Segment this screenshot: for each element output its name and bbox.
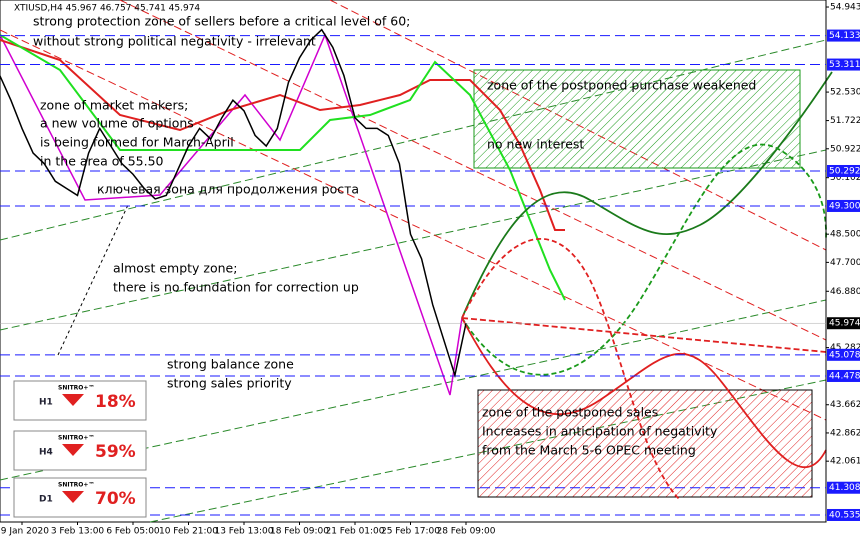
indicator-value: 18% — [95, 392, 136, 412]
annotation: without strong political negativity - ir… — [33, 34, 316, 49]
indicator-box: SNITRO+™ H1 18% — [13, 380, 147, 421]
tenkan — [0, 34, 566, 301]
annotation: there is no foundation for correction up — [113, 280, 359, 295]
indicator-arrow — [62, 491, 84, 503]
y-tick-label: 54.943 — [830, 3, 860, 13]
level-label-bg — [827, 164, 860, 177]
level-label: 50.292 — [829, 166, 860, 176]
forecast — [461, 71, 833, 501]
buy-zone — [473, 69, 801, 169]
level-label-bg — [827, 58, 860, 71]
level-label: 40.535 — [829, 510, 860, 520]
level-label-bg — [827, 481, 860, 494]
level-label-bg — [827, 508, 860, 521]
annotation: strong sales priority — [167, 376, 292, 391]
level-label: 45.078 — [829, 350, 860, 360]
indicator-name: SNITRO+™ — [58, 385, 94, 392]
indicator-frame — [13, 477, 147, 518]
indicator-timeframe: H4 — [39, 448, 53, 458]
level-label: 54.133 — [829, 31, 860, 41]
indicator-name: SNITRO+™ — [58, 482, 94, 489]
indicator-box: SNITRO+™ H4 59% — [13, 430, 147, 471]
y-tick-label: 43.662 — [830, 400, 860, 410]
x-tick-label: 29 Jan 2020 — [0, 527, 49, 537]
y-tick-label: 50.102 — [830, 173, 860, 183]
annotation: strong protection zone of sellers before… — [33, 14, 410, 29]
annotation: ключевая зона для продолжения роста — [97, 182, 359, 197]
indicator-value: 70% — [95, 489, 136, 509]
x-tick-label: 25 Feb 17:00 — [381, 527, 440, 537]
y-tick-label: 50.922 — [830, 144, 860, 154]
annotation: is being formed for March-April — [40, 135, 234, 150]
level-label: 53.311 — [829, 60, 860, 70]
indicator-timeframe: H1 — [39, 398, 53, 408]
level-label-bg — [827, 29, 860, 42]
level-label: 49.300 — [829, 201, 860, 211]
price-line — [0, 28, 467, 379]
annotation: in the area of 55.50 — [40, 154, 164, 169]
indicator-frame — [13, 380, 147, 421]
x-tick-label: 13 Feb 13:00 — [214, 527, 273, 537]
indicator-timeframe: D1 — [39, 495, 53, 505]
level-label: 41.308 — [829, 483, 860, 493]
y-tick-label: 47.700 — [830, 258, 860, 268]
kijun — [0, 39, 565, 231]
annotation: zone of the postponed purchase weakened — [487, 78, 756, 93]
level-label: 44.478 — [829, 371, 860, 381]
current-price-label: 45.974 — [829, 319, 860, 329]
indicator-arrow — [62, 444, 84, 456]
x-tick-label: 18 Feb 09:00 — [270, 527, 329, 537]
y-tick-label: 52.530 — [830, 88, 860, 98]
x-tick-label: 10 Feb 21:00 — [159, 527, 218, 537]
indicator-box: SNITRO+™ D1 70% — [13, 477, 147, 518]
annotation: Increases in anticipation of negativity — [482, 424, 718, 439]
x-tick-label: 6 Feb 05:00 — [106, 527, 160, 537]
annotation: a new volume of options — [40, 116, 194, 131]
level-label-bg — [827, 199, 860, 212]
x-tick-label: 21 Feb 01:00 — [325, 527, 384, 537]
annotation: strong balance zone — [167, 357, 294, 372]
x-tick-label: 3 Feb 13:00 — [51, 527, 105, 537]
current-price-bg — [827, 317, 860, 330]
y-tick-label: 42.862 — [830, 428, 860, 438]
indicator-frame — [13, 430, 147, 471]
indicator-arrow — [62, 394, 84, 406]
annotation: zone of the postponed sales — [482, 405, 658, 420]
y-tick-label: 42.061 — [830, 457, 860, 467]
zigzag — [0, 32, 463, 396]
level-label-bg — [827, 369, 860, 382]
annotation: zone of market makers; — [40, 98, 188, 113]
annotation: from the March 5-6 OPEC meeting — [482, 443, 696, 458]
y-tick-label: 48.500 — [830, 230, 860, 240]
annotation: no new interest — [487, 137, 584, 152]
y-tick-label: 46.880 — [830, 287, 860, 297]
indicator-value: 59% — [95, 442, 136, 462]
annotation: almost empty zone; — [113, 261, 237, 276]
y-tick-label: 45.282 — [830, 343, 860, 353]
x-tick-label: 28 Feb 09:00 — [436, 527, 495, 537]
y-tick-label: 51.722 — [830, 116, 860, 126]
level-label-bg — [827, 348, 860, 361]
indicator-name: SNITRO+™ — [58, 435, 94, 442]
chart-title: XTIUSD,H4 45.967 46.757 45.741 45.974 — [14, 4, 200, 14]
